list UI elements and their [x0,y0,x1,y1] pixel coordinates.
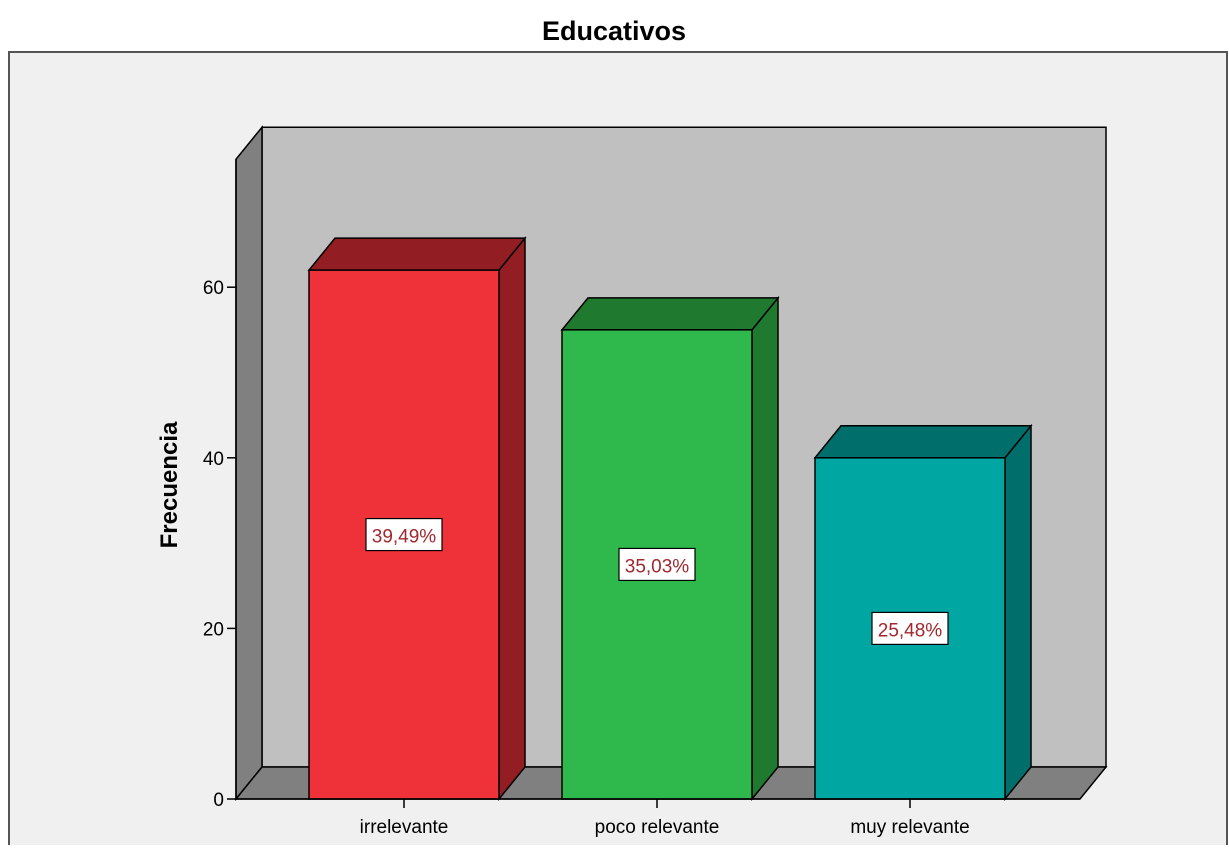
data-label-box [618,547,696,582]
x-tick-label: muy relevante [850,817,969,838]
data-label: 25,48% [878,620,943,641]
y-tick-label: 40 [203,449,224,470]
bar-top [560,297,780,331]
x-tick-label: irrelevante [360,817,449,838]
data-label: 35,03% [625,556,690,577]
x-axis: irrelevante poco relevante muy relevante [236,798,1080,838]
data-label: 39,49% [372,527,437,548]
chart-title: Educativos [542,16,686,46]
bar-side [751,295,779,802]
data-label-box [365,517,443,552]
side-wall [235,125,263,802]
bar-3: 25,48% [813,423,1033,802]
bar-side [498,236,526,802]
y-tick-label: 0 [213,790,224,811]
data-label-box [871,611,949,646]
bar-2: 35,03% [560,295,780,802]
x-tick-label: poco relevante [595,817,720,838]
y-tick-label: 20 [203,619,224,640]
bar-1: 39,49% [307,236,527,802]
y-tick-label: 60 [203,278,224,299]
bar-side [1004,423,1032,802]
y-axis-label: Frecuencia [156,421,183,548]
bar-top [307,237,527,271]
bar-top [813,425,1033,459]
y-axis: 0 20 40 60 [203,159,237,811]
bars-group: 39,49% 35,03% 25,48% [307,236,1033,802]
